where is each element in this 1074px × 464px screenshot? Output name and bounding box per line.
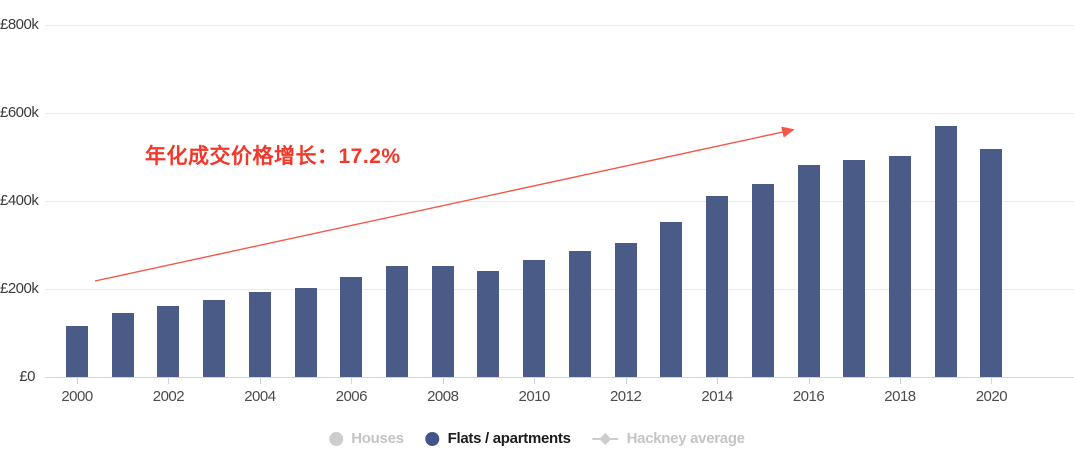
bar-2002[interactable] [157,305,180,377]
x-axis-label-2008: 2008 [427,388,459,405]
bar-2000[interactable] [66,325,88,377]
bar-2018[interactable] [888,155,911,377]
x-tick-2006 [351,377,353,384]
legend: Houses Flats / apartments Hackney average [329,430,745,447]
x-axis-label-2020: 2020 [975,388,1008,405]
bar-2017[interactable] [843,159,866,377]
legend-label: Flats / apartments [447,430,571,447]
x-tick-2010 [534,377,536,384]
legend-item-flats-apartments[interactable]: Flats / apartments [425,430,571,447]
x-tick-2020 [991,377,993,384]
x-axis-label-2002: 2002 [152,388,185,405]
bar-2004[interactable] [248,292,271,377]
y-axis-label: £200k [0,280,39,297]
gridline-0 [45,377,1074,378]
x-tick-2016 [808,377,810,384]
legend-label: Houses [351,430,404,447]
bar-2006[interactable] [340,276,363,377]
x-tick-2002 [168,377,170,384]
y-axis-label: £800k [0,16,39,33]
x-tick-2012 [625,377,627,384]
bar-2016[interactable] [797,165,820,377]
bar-2007[interactable] [386,266,409,377]
bar-2010[interactable] [523,259,546,377]
legend-item-houses[interactable]: Houses [329,430,404,447]
y-axis-label: £600k [0,104,39,121]
x-tick-2008 [442,377,444,384]
bar-2009[interactable] [477,270,500,377]
x-axis-label-2014: 2014 [701,388,733,405]
legend-item-hackney-average[interactable]: Hackney average [592,430,745,447]
x-tick-2018 [899,377,901,384]
gridline-600 [45,113,1074,114]
gridline-400 [45,201,1074,202]
y-axis-label: £0 [19,368,35,385]
bar-2015[interactable] [751,184,774,377]
x-axis-label-2000: 2000 [61,388,93,405]
x-axis-label-2010: 2010 [518,388,551,405]
x-tick-2004 [259,377,261,384]
line-diamond-marker-icon [592,432,619,445]
gridline-800 [45,25,1074,26]
bar-2005[interactable] [294,287,317,377]
bar-2014[interactable] [706,195,729,377]
bar-2019[interactable] [934,125,957,377]
annotation-annualized-growth: 年化成交价格增长：17.2% [145,145,401,168]
houses-series-dot-icon [329,431,344,446]
bar-2020[interactable] [980,148,1003,377]
x-axis-label-2006: 2006 [335,388,368,405]
x-axis-label-2004: 2004 [244,388,276,405]
x-axis-label-2012: 2012 [609,388,642,405]
flats-series-dot-icon [425,431,440,446]
x-tick-2000 [77,377,78,384]
x-axis-label-2018: 2018 [884,388,916,405]
legend-label: Hackney average [626,430,745,447]
bar-2001[interactable] [111,313,134,377]
x-tick-2014 [717,377,719,384]
bar-2003[interactable] [203,300,226,377]
gridline-200 [45,289,1074,290]
bar-2013[interactable] [660,222,683,377]
y-axis-label: £400k [0,192,39,209]
bar-2012[interactable] [614,242,637,377]
x-axis-label-2016: 2016 [792,388,825,405]
bar-2008[interactable] [431,265,454,377]
bar-2011[interactable] [568,251,591,377]
